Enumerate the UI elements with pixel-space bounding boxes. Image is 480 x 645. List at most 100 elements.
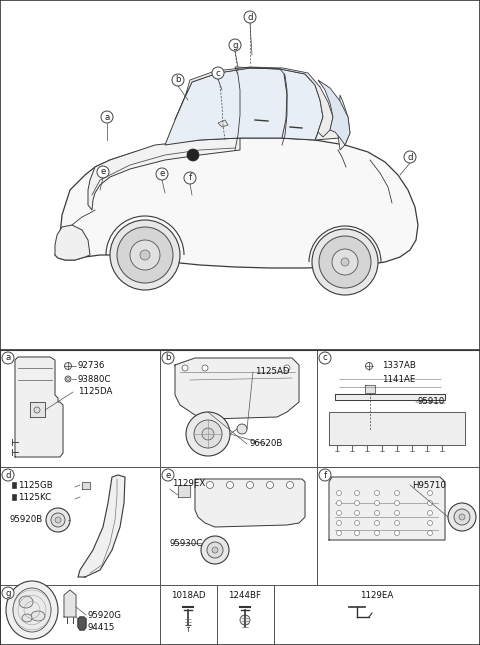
Text: 1125GB: 1125GB <box>18 481 53 490</box>
Polygon shape <box>329 412 465 445</box>
Circle shape <box>202 365 208 371</box>
Circle shape <box>336 510 341 515</box>
Circle shape <box>448 503 476 531</box>
Text: 93880C: 93880C <box>78 375 111 384</box>
Circle shape <box>428 490 432 495</box>
Circle shape <box>355 530 360 535</box>
Circle shape <box>64 362 72 370</box>
Text: a: a <box>104 112 109 121</box>
Polygon shape <box>12 494 16 500</box>
Circle shape <box>194 420 222 448</box>
Polygon shape <box>218 120 228 127</box>
Circle shape <box>374 501 380 506</box>
Circle shape <box>374 521 380 526</box>
Polygon shape <box>335 394 445 400</box>
Text: 95910: 95910 <box>418 397 445 406</box>
Polygon shape <box>30 402 45 417</box>
Text: c: c <box>216 68 220 77</box>
Circle shape <box>244 11 256 23</box>
Circle shape <box>187 149 199 161</box>
Circle shape <box>130 240 160 270</box>
Circle shape <box>207 542 223 558</box>
Text: g: g <box>5 588 11 597</box>
Circle shape <box>428 510 432 515</box>
Circle shape <box>332 249 358 275</box>
Circle shape <box>395 501 399 506</box>
Polygon shape <box>338 95 350 150</box>
Ellipse shape <box>13 588 51 632</box>
Circle shape <box>355 521 360 526</box>
Polygon shape <box>12 482 16 488</box>
Circle shape <box>365 362 372 370</box>
Circle shape <box>319 469 331 481</box>
Circle shape <box>201 536 229 564</box>
Circle shape <box>156 168 168 180</box>
Circle shape <box>110 220 180 290</box>
Text: a: a <box>5 353 11 362</box>
Bar <box>317 467 480 585</box>
Text: d: d <box>247 12 253 21</box>
Polygon shape <box>78 475 125 577</box>
Circle shape <box>355 510 360 515</box>
Text: 1129EA: 1129EA <box>360 591 394 599</box>
Circle shape <box>212 67 224 79</box>
Circle shape <box>454 509 470 525</box>
Text: 96620B: 96620B <box>249 439 282 448</box>
Bar <box>0 350 160 467</box>
Circle shape <box>341 258 349 266</box>
Circle shape <box>395 510 399 515</box>
Text: 1141AE: 1141AE <box>382 375 415 384</box>
Text: 1125AD: 1125AD <box>255 368 289 377</box>
Circle shape <box>227 482 233 488</box>
Circle shape <box>284 365 290 371</box>
Text: 1337AB: 1337AB <box>382 361 416 370</box>
Circle shape <box>117 227 173 283</box>
Circle shape <box>395 530 399 535</box>
Polygon shape <box>175 68 340 140</box>
Polygon shape <box>318 80 350 145</box>
Bar <box>160 350 317 467</box>
Circle shape <box>319 352 331 364</box>
Bar <box>160 585 217 645</box>
Circle shape <box>229 39 241 51</box>
Text: b: b <box>175 75 181 84</box>
Circle shape <box>206 482 214 488</box>
Circle shape <box>355 501 360 506</box>
Polygon shape <box>15 357 63 457</box>
Polygon shape <box>64 590 76 617</box>
Ellipse shape <box>19 596 33 608</box>
Circle shape <box>395 490 399 495</box>
Circle shape <box>212 547 218 553</box>
Circle shape <box>428 501 432 506</box>
Text: e: e <box>100 168 106 177</box>
Circle shape <box>162 469 174 481</box>
Polygon shape <box>55 225 90 260</box>
Circle shape <box>312 229 378 295</box>
Circle shape <box>67 377 70 381</box>
Bar <box>0 585 160 645</box>
Text: b: b <box>165 353 171 362</box>
Text: 1018AD: 1018AD <box>171 591 205 599</box>
Circle shape <box>202 428 214 440</box>
Circle shape <box>319 236 371 288</box>
Circle shape <box>374 510 380 515</box>
Polygon shape <box>185 67 333 137</box>
Polygon shape <box>88 138 240 210</box>
Polygon shape <box>175 358 299 419</box>
Text: 1244BF: 1244BF <box>228 591 262 599</box>
Text: H95710: H95710 <box>412 481 446 490</box>
Ellipse shape <box>6 581 58 639</box>
Circle shape <box>355 490 360 495</box>
Circle shape <box>2 587 14 599</box>
Circle shape <box>46 508 70 532</box>
Polygon shape <box>165 68 323 145</box>
Text: 95930C: 95930C <box>170 539 203 548</box>
Text: 1125KC: 1125KC <box>18 493 51 502</box>
Circle shape <box>65 376 71 382</box>
Text: f: f <box>324 470 326 479</box>
Circle shape <box>55 517 61 523</box>
Circle shape <box>34 407 40 413</box>
Polygon shape <box>82 482 90 489</box>
Circle shape <box>459 514 465 520</box>
Circle shape <box>336 501 341 506</box>
